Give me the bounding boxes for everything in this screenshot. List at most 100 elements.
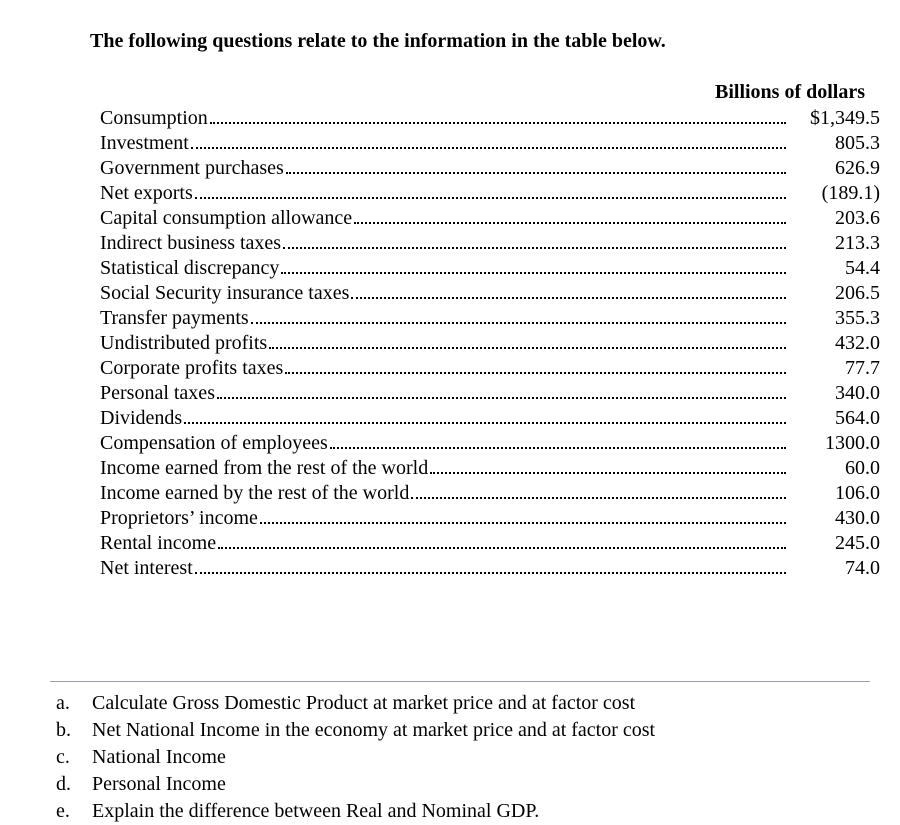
row-value: 203.6 [790, 206, 880, 231]
questions-rule [50, 681, 870, 682]
question-marker: a. [50, 690, 92, 717]
question-text: Explain the difference between Real and … [92, 798, 870, 825]
row-label: Compensation of employees [100, 431, 328, 456]
row-label: Personal taxes [100, 381, 215, 406]
dot-leader [354, 210, 786, 224]
row-label: Income earned from the rest of the world [100, 456, 428, 481]
row-label: Dividends [100, 406, 182, 431]
dot-leader [184, 410, 786, 424]
table-header: Billions of dollars [700, 81, 880, 104]
row-value: 206.5 [790, 281, 880, 306]
dot-leader [251, 310, 786, 324]
question-item: d.Personal Income [50, 771, 870, 798]
row-label: Investment [100, 131, 189, 156]
row-value: 77.7 [790, 356, 880, 381]
table-row: Social Security insurance taxes 206.5 [100, 281, 880, 306]
table-row: Compensation of employees 1300.0 [100, 431, 880, 456]
dot-leader [330, 435, 786, 449]
row-value: 564.0 [790, 406, 880, 431]
table-row: Net exports (189.1) [100, 181, 880, 206]
dot-leader [260, 510, 786, 524]
question-marker: b. [50, 717, 92, 744]
question-item: a.Calculate Gross Domestic Product at ma… [50, 690, 870, 717]
question-text: National Income [92, 744, 870, 771]
question-text: Calculate Gross Domestic Product at mark… [92, 690, 870, 717]
row-value: 432.0 [790, 331, 880, 356]
row-label: Undistributed profits [100, 331, 267, 356]
question-text: Net National Income in the economy at ma… [92, 717, 870, 744]
table-row: Income earned from the rest of the world… [100, 456, 880, 481]
table-rows: Consumption$1,349.5Investment805.3Govern… [100, 106, 880, 581]
question-marker: c. [50, 744, 92, 771]
dot-leader [218, 535, 786, 549]
questions-block: a.Calculate Gross Domestic Product at ma… [50, 681, 870, 825]
page: The following questions relate to the in… [0, 0, 900, 804]
row-label: Corporate profits taxes [100, 356, 283, 381]
row-value: 626.9 [790, 156, 880, 181]
data-table: Billions of dollars Consumption$1,349.5I… [100, 81, 880, 581]
row-label: Consumption [100, 106, 208, 131]
dot-leader [217, 385, 786, 399]
question-text: Personal Income [92, 771, 870, 798]
dot-leader [210, 110, 786, 124]
row-value: 1300.0 [790, 431, 880, 456]
table-row: Indirect business taxes 213.3 [100, 231, 880, 256]
row-value: 805.3 [790, 131, 880, 156]
row-value: 340.0 [790, 381, 880, 406]
row-value: 106.0 [790, 481, 880, 506]
row-value: (189.1) [790, 181, 880, 206]
intro-text: The following questions relate to the in… [90, 30, 870, 53]
row-value: 74.0 [790, 556, 880, 581]
row-value: 54.4 [790, 256, 880, 281]
questions-list: a.Calculate Gross Domestic Product at ma… [50, 690, 870, 825]
row-label: Proprietors’ income [100, 506, 258, 531]
row-value: 60.0 [790, 456, 880, 481]
table-row: Income earned by the rest of the world 10… [100, 481, 880, 506]
table-row: Personal taxes 340.0 [100, 381, 880, 406]
table-row: Rental income 245.0 [100, 531, 880, 556]
table-row: Corporate profits taxes 77.7 [100, 356, 880, 381]
row-label: Net exports [100, 181, 193, 206]
table-row: Undistributed profits 432.0 [100, 331, 880, 356]
question-item: c.National Income [50, 744, 870, 771]
table-row: Capital consumption allowance 203.6 [100, 206, 880, 231]
row-value: 355.3 [790, 306, 880, 331]
dot-leader [195, 560, 786, 574]
table-header-row: Billions of dollars [100, 81, 880, 104]
row-label: Rental income [100, 531, 216, 556]
question-marker: d. [50, 771, 92, 798]
row-label: Statistical discrepancy [100, 256, 279, 281]
question-item: e.Explain the difference between Real an… [50, 798, 870, 825]
dot-leader [351, 285, 786, 299]
row-value: $1,349.5 [790, 106, 880, 131]
dot-leader [195, 185, 786, 199]
row-label: Net interest [100, 556, 193, 581]
dot-leader [286, 160, 786, 174]
table-row: Transfer payments 355.3 [100, 306, 880, 331]
row-value: 430.0 [790, 506, 880, 531]
dot-leader [285, 360, 786, 374]
dot-leader [269, 335, 786, 349]
dot-leader [411, 485, 786, 499]
row-label: Social Security insurance taxes [100, 281, 349, 306]
row-label: Capital consumption allowance [100, 206, 352, 231]
row-value: 245.0 [790, 531, 880, 556]
row-label: Indirect business taxes [100, 231, 281, 256]
dot-leader [191, 135, 786, 149]
dot-leader [430, 460, 786, 474]
table-row: Consumption $1,349.5 [100, 106, 880, 131]
table-row: Dividends 564.0 [100, 406, 880, 431]
dot-leader [281, 260, 786, 274]
table-row: Net interest 74.0 [100, 556, 880, 581]
table-row: Investment 805.3 [100, 131, 880, 156]
row-value: 213.3 [790, 231, 880, 256]
question-marker: e. [50, 798, 92, 825]
dot-leader [283, 235, 786, 249]
row-label: Income earned by the rest of the world [100, 481, 409, 506]
question-item: b.Net National Income in the economy at … [50, 717, 870, 744]
table-row: Proprietors’ income 430.0 [100, 506, 880, 531]
row-label: Government purchases [100, 156, 284, 181]
table-row: Statistical discrepancy 54.4 [100, 256, 880, 281]
row-label: Transfer payments [100, 306, 249, 331]
table-row: Government purchases 626.9 [100, 156, 880, 181]
